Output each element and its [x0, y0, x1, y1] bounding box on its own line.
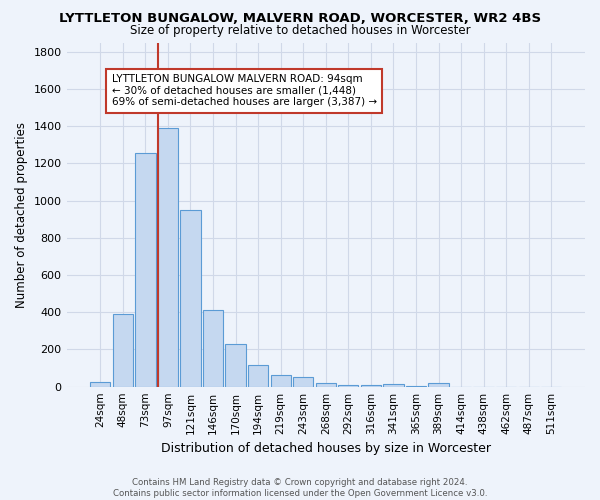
Bar	[113, 314, 133, 386]
Bar	[428, 383, 449, 386]
Text: Size of property relative to detached houses in Worcester: Size of property relative to detached ho…	[130, 24, 470, 37]
X-axis label: Distribution of detached houses by size in Worcester: Distribution of detached houses by size …	[161, 442, 491, 455]
Bar	[293, 378, 313, 386]
Bar	[135, 153, 155, 386]
Text: LYTTLETON BUNGALOW, MALVERN ROAD, WORCESTER, WR2 4BS: LYTTLETON BUNGALOW, MALVERN ROAD, WORCES…	[59, 12, 541, 26]
Bar	[383, 384, 404, 386]
Y-axis label: Number of detached properties: Number of detached properties	[15, 122, 28, 308]
Bar	[181, 210, 200, 386]
Bar	[338, 385, 358, 386]
Bar	[316, 383, 336, 386]
Bar	[271, 374, 291, 386]
Bar	[203, 310, 223, 386]
Bar	[90, 382, 110, 386]
Text: LYTTLETON BUNGALOW MALVERN ROAD: 94sqm
← 30% of detached houses are smaller (1,4: LYTTLETON BUNGALOW MALVERN ROAD: 94sqm ←…	[112, 74, 377, 108]
Bar	[361, 385, 381, 386]
Bar	[226, 344, 246, 387]
Bar	[248, 366, 268, 386]
Bar	[158, 128, 178, 386]
Text: Contains HM Land Registry data © Crown copyright and database right 2024.
Contai: Contains HM Land Registry data © Crown c…	[113, 478, 487, 498]
